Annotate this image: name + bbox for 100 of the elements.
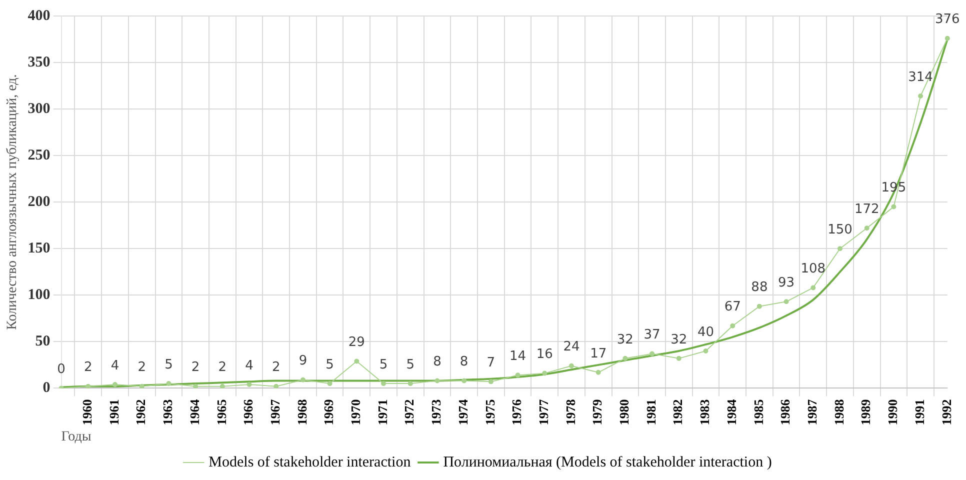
data-label: 24: [563, 340, 580, 355]
data-label: 40: [697, 324, 714, 340]
x-tick-label: 1992: [938, 399, 954, 426]
legend-label: Models of stakeholder interaction: [208, 454, 412, 470]
x-tick-label: 1964: [186, 398, 202, 426]
point: [918, 94, 924, 99]
point: [274, 384, 279, 388]
data-label: 32: [670, 332, 688, 348]
data-label: 7: [486, 356, 496, 371]
point: [622, 356, 628, 361]
data-label: 2: [218, 360, 227, 376]
x-tick-label: 1965: [214, 398, 229, 426]
point: [703, 348, 708, 354]
point: [810, 285, 816, 290]
data-label: 0: [57, 362, 66, 378]
point: [408, 381, 413, 386]
x-tick-label: 1976: [509, 398, 524, 426]
x-tick-label: 1990: [885, 399, 900, 426]
x-tick-label: 1982: [670, 399, 686, 426]
data-label: 2: [272, 360, 280, 376]
point: [381, 381, 386, 386]
x-tick-label: 1969: [321, 398, 336, 426]
data-label: 376: [934, 12, 960, 28]
data-label: 16: [536, 347, 553, 362]
data-label: 8: [433, 354, 442, 370]
x-tick-label: 1988: [831, 398, 846, 426]
point: [676, 356, 682, 361]
point: [462, 378, 467, 384]
point: [166, 381, 172, 386]
data-label: 37: [644, 328, 660, 343]
data-label: 5: [326, 357, 334, 372]
point: [568, 363, 574, 368]
x-tick-label: 1963: [160, 398, 176, 426]
x-tick-label: 1984: [724, 398, 739, 426]
data-label: 93: [778, 276, 795, 291]
point: [515, 372, 520, 378]
x-tick-label: 1960: [80, 399, 95, 426]
y-tick-label: 50: [35, 334, 50, 350]
y-tick-label: 150: [28, 240, 50, 256]
x-tick-label: 1975: [482, 398, 498, 426]
x-tick-label: 1977: [536, 398, 551, 426]
x-tick-label: 1961: [106, 399, 122, 426]
data-label: 150: [828, 222, 852, 238]
data-label: 9: [298, 354, 308, 369]
x-tick-label: 1986: [778, 398, 793, 426]
data-label: 172: [854, 202, 880, 218]
point: [730, 323, 736, 328]
y-tick-label: 400: [28, 8, 50, 24]
data-label: 88: [751, 280, 768, 296]
point: [246, 382, 252, 387]
x-tick-label: 1991: [912, 399, 927, 426]
data-label: 8: [460, 354, 468, 370]
point: [327, 381, 332, 386]
data-label: 2: [138, 360, 146, 376]
x-tick-label: 1987: [804, 398, 820, 426]
point: [112, 382, 118, 387]
y-axis-title: Количество англоязычных публикаций, ед.: [5, 74, 20, 330]
point: [220, 384, 225, 388]
point: [86, 384, 91, 388]
x-tick-label: 1980: [616, 399, 632, 426]
y-tick-label: 200: [28, 194, 50, 210]
data-label: 14: [510, 349, 526, 364]
x-tick-label: 1989: [858, 398, 874, 426]
y-tick-label: 100: [28, 287, 50, 304]
point: [864, 226, 870, 231]
data-label: 17: [590, 346, 607, 362]
data-label: 5: [164, 357, 173, 372]
point: [891, 204, 896, 210]
x-tick-label: 1962: [133, 399, 148, 426]
x-tick-label: 1973: [428, 398, 444, 426]
point: [756, 304, 762, 309]
point: [488, 379, 494, 384]
data-label: 29: [348, 335, 365, 350]
x-tick-label: 1966: [240, 398, 256, 426]
x-tick-label: 1968: [294, 398, 310, 426]
data-label: 2: [191, 360, 200, 376]
y-tick-label: 350: [28, 54, 50, 70]
data-label: 32: [616, 332, 634, 348]
x-tick-label: 1970: [348, 399, 364, 426]
point: [354, 358, 360, 364]
y-tick-label: 300: [28, 100, 50, 117]
x-tick-label: 1971: [374, 399, 390, 426]
point: [193, 384, 198, 388]
x-tick-label: 1985: [750, 398, 766, 426]
x-tick-label: 1974: [455, 398, 470, 426]
data-label: 108: [800, 262, 826, 277]
point: [784, 299, 789, 304]
point: [434, 378, 440, 384]
x-tick-label: 1978: [562, 398, 578, 426]
point: [837, 246, 842, 252]
point: [650, 351, 655, 356]
x-axis-title: Годы: [61, 429, 92, 444]
x-tick-label: 1967: [267, 398, 282, 426]
point: [300, 377, 306, 382]
legend-label: Полиномиальная (Models of stakeholder interaction ): [443, 454, 772, 470]
y-tick-label: 0: [42, 380, 50, 396]
data-label: 5: [379, 357, 388, 372]
x-tick-label: 1981: [643, 399, 658, 426]
data-label: 4: [110, 358, 120, 374]
x-tick-label: 1983: [697, 398, 712, 426]
